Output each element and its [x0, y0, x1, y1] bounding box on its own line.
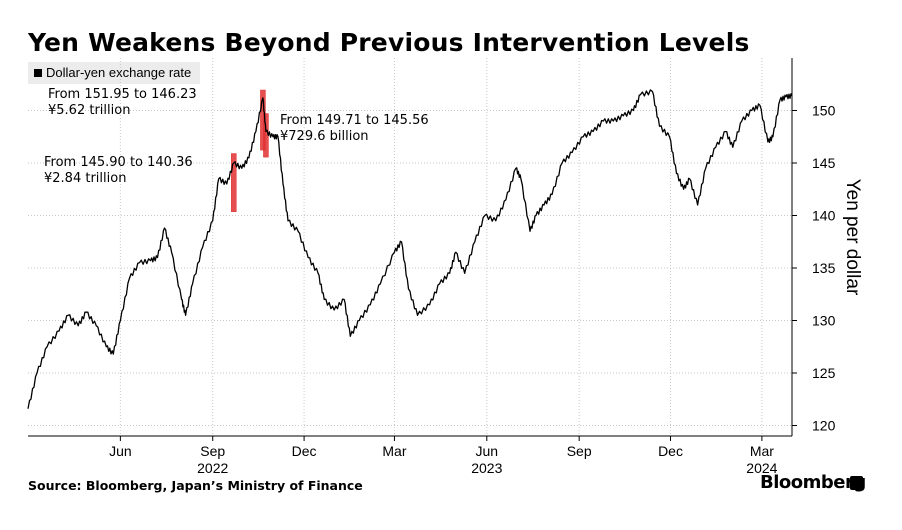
bloomberg-icon — [850, 476, 863, 490]
annotation-line2: ¥2.84 trillion — [44, 171, 126, 186]
x-tick-label: Dec — [292, 443, 317, 459]
intervention-bar — [231, 153, 237, 212]
y-tick-label: 145 — [812, 155, 836, 171]
x-year-label: 2024 — [746, 460, 777, 476]
y-tick-label: 140 — [812, 208, 836, 224]
legend: Dollar-yen exchange rate — [28, 62, 200, 84]
y-tick-label: 130 — [812, 313, 836, 329]
legend-label: Dollar-yen exchange rate — [46, 65, 192, 80]
y-tick-label: 135 — [812, 260, 836, 276]
y-tick-label: 150 — [812, 103, 836, 119]
legend-swatch — [34, 69, 42, 77]
x-tick-label: Sep — [200, 443, 225, 459]
y-axis-label: Yen per dollar — [842, 179, 863, 296]
brand-logo: Bloomberg — [760, 472, 866, 493]
annotation-line2: ¥5.62 trillion — [48, 103, 130, 118]
annotation-line1: From 145.90 to 140.36 — [44, 155, 193, 170]
annotation-line2: ¥729.6 billion — [280, 129, 369, 144]
x-tick-label: Jun — [109, 443, 132, 459]
x-tick-label: Dec — [658, 443, 683, 459]
x-year-label: 2022 — [197, 460, 228, 476]
annotation-line1: From 151.95 to 146.23 — [48, 87, 197, 102]
x-year-label: 2023 — [471, 460, 502, 476]
y-tick-label: 120 — [812, 418, 836, 434]
x-tick-label: Mar — [382, 443, 406, 459]
x-tick-label: Sep — [567, 443, 592, 459]
chart-title: Yen Weakens Beyond Previous Intervention… — [28, 28, 750, 57]
y-tick-label: 125 — [812, 365, 836, 381]
x-tick-label: Jun — [476, 443, 499, 459]
series-line — [27, 89, 793, 409]
x-tick-label: Mar — [750, 443, 774, 459]
annotation-line1: From 149.71 to 145.56 — [280, 113, 429, 128]
source-note: Source: Bloomberg, Japan’s Ministry of F… — [28, 478, 363, 493]
